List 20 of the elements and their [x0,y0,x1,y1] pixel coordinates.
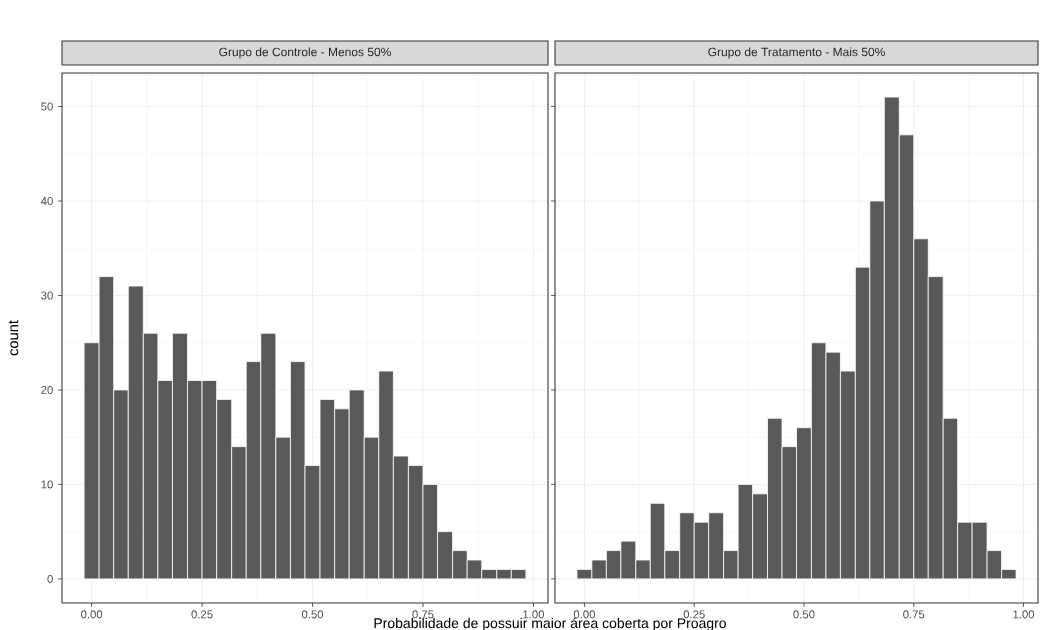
x-tick-label: 0.50 [793,610,815,619]
x-tick-label: 0.25 [191,610,213,619]
y-tick-label: 40 [40,196,53,205]
y-tick-label: 0 [47,574,53,583]
y-tick-label: 30 [41,291,53,300]
x-tick-label: 0.50 [301,610,324,619]
x-tick-label: 0.00 [81,610,103,619]
y-tick-label: 20 [41,385,53,394]
y-tick-label: 10 [41,480,53,489]
x-tick-label: 0.25 [683,610,705,619]
y-axis-title: count [8,320,19,356]
x-tick-label: 0.00 [573,610,596,619]
x-axis-title: Probabilidade de possuir maior área coberta por Proagro [374,617,726,630]
chart-title: Grupo de Controle - Menos 50% [219,47,391,59]
x-tick-label: 0.75 [903,610,925,619]
x-tick-label: 0.75 [412,610,434,619]
chart-title: Grupo de Tratamento - Mais 50% [708,47,885,59]
x-tick-label: 1.00 [523,610,545,619]
y-tick-label: 50 [41,102,53,111]
x-tick-label: 1.00 [1013,610,1035,619]
